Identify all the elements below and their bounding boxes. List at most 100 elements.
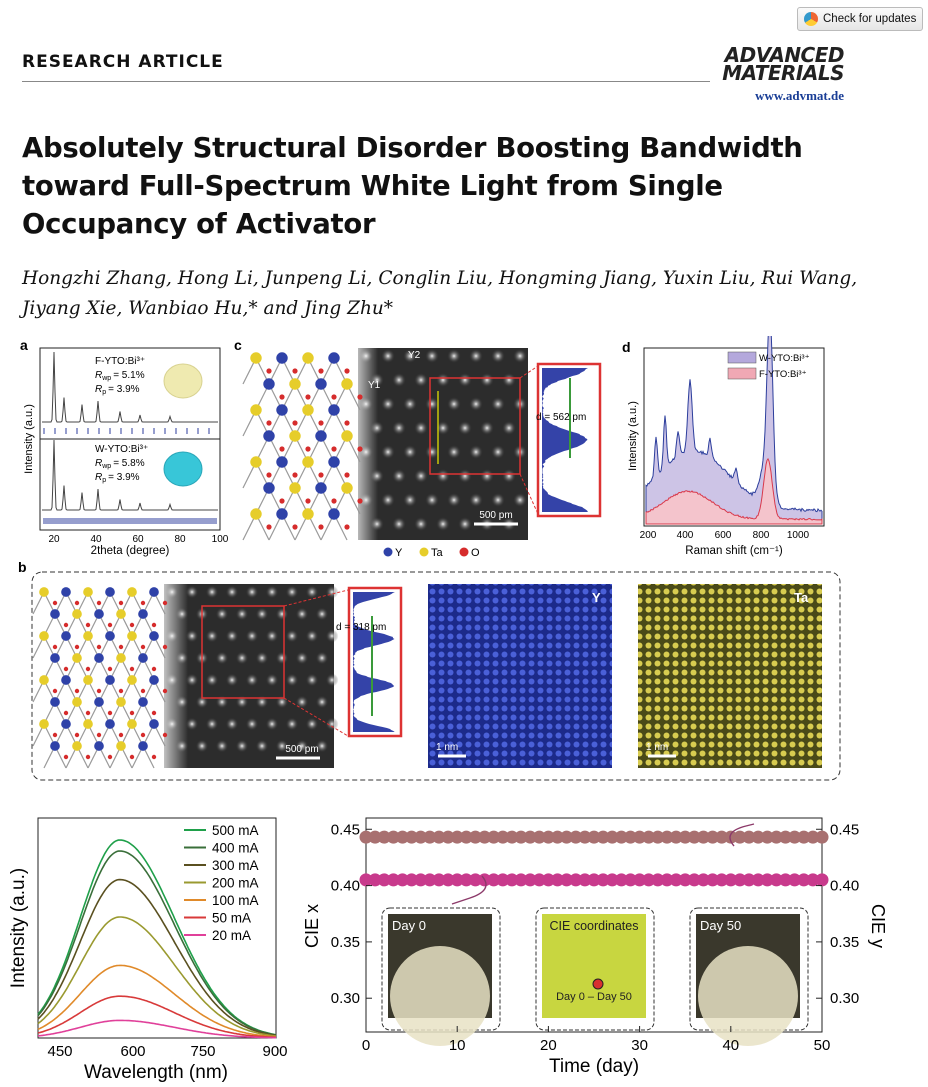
atom-o [141, 601, 145, 605]
atom-o [130, 623, 134, 627]
atom [116, 653, 126, 663]
atom [250, 456, 261, 467]
legend-o: O [471, 547, 480, 559]
legend-label: 500 mA [212, 823, 259, 838]
atom [116, 609, 126, 619]
scale-label-y: 1 nm [436, 742, 458, 753]
panel-d-xtick: 1000 [787, 530, 810, 541]
atom-o [130, 755, 134, 759]
atom [83, 587, 93, 597]
legend-label: 20 mA [212, 928, 251, 943]
atom [289, 430, 300, 441]
legend-y: Y [395, 547, 403, 559]
atom [61, 587, 71, 597]
stem-dot [458, 421, 472, 435]
atom [138, 697, 148, 707]
stem-dot [381, 445, 395, 459]
atom [83, 719, 93, 729]
atom-o [141, 645, 145, 649]
atom-o [318, 524, 323, 529]
panel-a-top-sample: F-YTO:Bi³⁺ [95, 356, 145, 367]
atom-o [86, 711, 90, 715]
el-spectra-chart: 500 mA 400 mA 300 mA 200 mA 100 mA 50 mA 20 mA… [0, 806, 296, 1087]
atom [105, 719, 115, 729]
stem-dot [480, 421, 494, 435]
atom-o [108, 755, 112, 759]
atom-o [152, 623, 156, 627]
check-for-updates-button[interactable]: Check for updates [797, 7, 923, 31]
atom [116, 697, 126, 707]
panel-a-xlabel: 2theta (degree) [91, 545, 170, 557]
atom-o [163, 601, 167, 605]
stem-dot [216, 607, 229, 620]
inset-day50-label: Day 50 [700, 918, 741, 933]
journal-logo: ADVANCED MATERIALS [712, 46, 844, 82]
panel-a-xrd: a F-YTO:Bi³⁺ Rwp = 5.1% Rp = 3.9% W-YTO:Bi… [0, 336, 240, 558]
atom [94, 653, 104, 663]
stem-dot [392, 421, 406, 435]
atom-o [152, 667, 156, 671]
legend-label: 50 mA [212, 911, 251, 926]
stem-dot [392, 517, 406, 531]
stem-dot [436, 517, 450, 531]
stem-dot [502, 469, 516, 483]
panel-a-ylabel: Intensity (a.u.) [23, 404, 35, 474]
cie-xtick: 20 [540, 1037, 557, 1054]
atom [39, 675, 49, 685]
stem-dot [306, 629, 319, 642]
atom [276, 404, 287, 415]
atom [105, 587, 115, 597]
panel-d-label: d [622, 339, 631, 355]
atom-o [64, 667, 68, 671]
check-for-updates-label: Check for updates [823, 13, 916, 25]
stem-dot [425, 349, 439, 363]
atom-o [292, 472, 297, 477]
atom-o [344, 472, 349, 477]
cie-stability-chart: Day 0 CIE coordinates Day 0 – Day 50 Day… [296, 806, 928, 1087]
stem-dot [403, 493, 417, 507]
stem-fade-c [348, 348, 378, 540]
journal-url-link[interactable]: www.advmat.de [712, 88, 844, 104]
atom [328, 508, 339, 519]
stem-dot [381, 397, 395, 411]
panel-d-xtick: 800 [753, 530, 770, 541]
atom-o [279, 394, 284, 399]
atom [149, 675, 159, 685]
cie-xtick: 30 [631, 1037, 648, 1054]
stem-dot [236, 651, 249, 664]
legend-ta: Ta [431, 547, 444, 559]
stem-dot [226, 717, 239, 730]
stem-dot [246, 673, 259, 686]
atom-o [331, 498, 336, 503]
stem-dot [381, 493, 395, 507]
stem-dot [414, 517, 428, 531]
stem-dot [216, 651, 229, 664]
panel-d-xtick: 400 [677, 530, 694, 541]
site-label-y2: Y2 [408, 350, 421, 361]
stem-dot [480, 469, 494, 483]
atom-o [141, 733, 145, 737]
atom [263, 482, 274, 493]
atom-o [357, 498, 362, 503]
atom [72, 609, 82, 619]
inset-cie-label: CIE coordinates [550, 919, 639, 933]
atom [328, 404, 339, 415]
atom-o [86, 755, 90, 759]
atom [83, 675, 93, 685]
legend-swatch-f [728, 368, 756, 379]
atom [263, 430, 274, 441]
stem-dot [403, 445, 417, 459]
panel-a-xtick: 60 [132, 534, 144, 545]
spectra-xtick: 600 [120, 1043, 145, 1060]
stem-dot [480, 373, 494, 387]
atom-o [279, 446, 284, 451]
d-spacing-label-b: d = 318 pm [336, 622, 386, 633]
atom-legend: Y Ta O [384, 547, 481, 559]
stem-dot [256, 651, 269, 664]
atom [116, 741, 126, 751]
atom [276, 352, 287, 363]
atom [149, 631, 159, 641]
d-spacing-label-c: d = 562 pm [536, 412, 586, 423]
panel-a-top-rp: Rp = 3.9% [95, 384, 140, 396]
xrd-bottom-bragg-ticks [44, 518, 216, 524]
